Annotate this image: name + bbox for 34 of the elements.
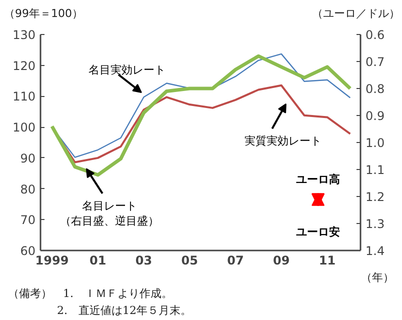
x-tick-label: 07 bbox=[227, 254, 244, 268]
x-tick-label: 1999 bbox=[35, 254, 69, 268]
y-tick-label: 110 bbox=[12, 90, 36, 104]
y2-tick-label: 1.3 bbox=[366, 217, 385, 231]
y2-tick-label: 0.7 bbox=[366, 55, 385, 69]
y-tick-label: 70 bbox=[20, 213, 36, 228]
y-tick-label: 90 bbox=[20, 151, 36, 166]
x-tick-label: 03 bbox=[135, 254, 152, 268]
x-tick-label: 11 bbox=[318, 254, 336, 268]
y-axis-title: （99年＝100） bbox=[4, 6, 83, 22]
series-label: 名目実効レート bbox=[88, 63, 166, 76]
text: 2. 直近値は12年５月末。 bbox=[57, 303, 192, 319]
annotation: ユーロ高 bbox=[296, 173, 340, 186]
y-tick-label: 60 bbox=[20, 244, 36, 258]
y-tick-label: 130 bbox=[12, 28, 36, 42]
y2-axis-title: （ユーロ／ドル） bbox=[312, 6, 400, 22]
x-tick-label: 01 bbox=[90, 254, 106, 268]
y2-tick-label: 1.4 bbox=[366, 244, 385, 258]
y-tick-label: 120 bbox=[12, 58, 36, 73]
text: （備考） 1. ＩＭＦより作成。 bbox=[8, 286, 172, 302]
x-axis-title: （年） bbox=[361, 270, 394, 286]
y2-tick-label: 1.0 bbox=[366, 136, 385, 150]
y2-tick-label: 1.2 bbox=[366, 190, 385, 204]
y2-tick-label: 0.8 bbox=[366, 82, 385, 96]
y2-tick-label: 0.9 bbox=[366, 109, 385, 123]
annotation: ユーロ安 bbox=[296, 225, 340, 238]
y-tick-label: 80 bbox=[20, 182, 36, 196]
y-tick-label: 100 bbox=[12, 120, 36, 135]
x-tick-label: 05 bbox=[181, 254, 198, 268]
x-tick-label: 09 bbox=[273, 254, 290, 268]
y2-tick-label: 0.6 bbox=[366, 28, 385, 42]
y2-tick-label: 1.1 bbox=[366, 163, 385, 177]
series-label: 実質実効レート bbox=[244, 134, 322, 148]
text: 名目レート（右目盛、逆目盛） bbox=[60, 199, 159, 228]
